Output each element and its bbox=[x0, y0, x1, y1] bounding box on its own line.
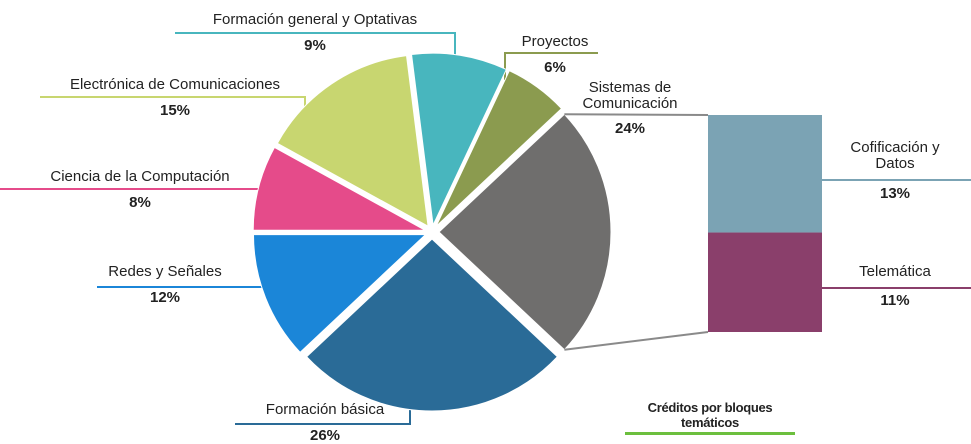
slice-label: Ciencia de la Computación bbox=[50, 168, 230, 185]
slice-label: Formación general y Optativas bbox=[212, 11, 418, 28]
pie-slice bbox=[410, 52, 507, 227]
value-label: 13% bbox=[879, 185, 911, 202]
pie-slice bbox=[305, 238, 559, 412]
pie-slice bbox=[252, 234, 427, 354]
value-label: 26% bbox=[309, 427, 341, 444]
pie-slice bbox=[276, 55, 429, 228]
value-label: 12% bbox=[149, 289, 181, 306]
value-label: 8% bbox=[129, 194, 151, 211]
pie-slice bbox=[438, 113, 612, 351]
value-label: 15% bbox=[159, 102, 191, 119]
slice-label: Proyectos bbox=[521, 33, 589, 50]
connector bbox=[564, 113, 709, 116]
leader-line bbox=[175, 32, 456, 57]
chart-title: Créditos por bloques temáticos bbox=[625, 400, 795, 435]
value-label: 24% bbox=[614, 120, 646, 137]
bar-label: Telemática bbox=[859, 263, 931, 280]
value-label: 11% bbox=[880, 292, 910, 309]
slice-label: Electrónica de Comunicaciones bbox=[69, 76, 281, 93]
bar-segment bbox=[708, 232, 822, 332]
slice-label: Formación básica bbox=[265, 401, 385, 418]
slice-label: Redes y Señales bbox=[108, 263, 222, 280]
leader-lines bbox=[0, 32, 971, 425]
value-label: 9% bbox=[304, 37, 326, 54]
pie-slice bbox=[252, 146, 426, 231]
slice-label: Sistemas de Comunicación bbox=[582, 79, 678, 112]
bar-segment bbox=[708, 115, 822, 233]
bar-label: Cofificación y Datos bbox=[850, 139, 940, 172]
connector bbox=[564, 331, 709, 351]
pie-slice bbox=[435, 70, 563, 227]
value-label: 6% bbox=[544, 59, 566, 76]
